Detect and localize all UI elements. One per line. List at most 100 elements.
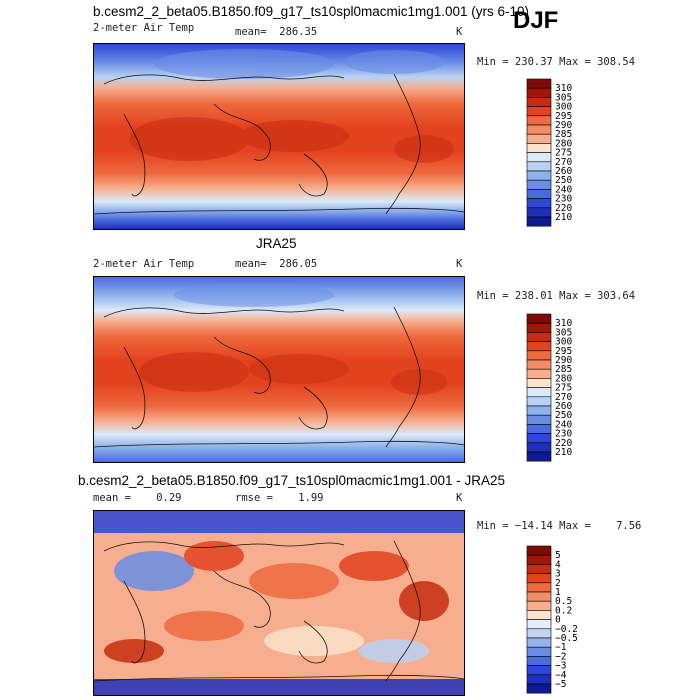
colorbar-tick-label: 275 [555, 148, 572, 159]
panel-2-unit: K [456, 258, 463, 270]
colorbar-tick-label: 260 [555, 401, 572, 412]
panel-2-colorbar-svg: 3103053002952902852802752702602502402302… [526, 313, 572, 462]
colorbar-tick-label: 305 [555, 92, 572, 103]
colorbar-swatch [526, 179, 552, 190]
colorbar-swatch [526, 216, 552, 227]
colorbar-swatch [526, 387, 552, 398]
colorbar-tick-label: 2 [555, 578, 561, 589]
colorbar-tick-label: 240 [555, 419, 572, 430]
panel-2-mean: mean= 286.05 [235, 258, 318, 270]
colorbar-swatch [526, 207, 552, 218]
colorbar-swatch [526, 405, 552, 416]
colorbar-tick-label: 280 [555, 373, 572, 384]
colorbar-tick-label: 4 [555, 559, 561, 570]
panel-2-map [93, 276, 465, 463]
panel-1-title: b.cesm2_2_beta05.B1850.f09_g17_ts10spl0m… [93, 4, 530, 19]
colorbar-swatch [526, 161, 552, 172]
panel-3-mean: mean = 0.29 [93, 492, 182, 504]
colorbar-tick-label: −5 [555, 679, 566, 690]
colorbar-tick-label: 280 [555, 138, 572, 149]
colorbar-swatch [526, 189, 552, 199]
colorbar-tick-label: 300 [555, 102, 572, 113]
colorbar-swatch [526, 78, 552, 89]
colorbar-tick-label: −0.2 [555, 624, 578, 635]
colorbar-swatch [526, 442, 552, 453]
panel-3-rmse: rmse = 1.99 [235, 492, 324, 504]
colorbar-tick-label: 290 [555, 355, 572, 366]
colorbar-swatch [526, 674, 552, 685]
panel-2-variable: 2-meter Air Temp [93, 258, 195, 270]
panel-1-minmax: Min = 230.37 Max = 308.54 [477, 56, 636, 68]
colorbar-tick-label: 0.2 [555, 605, 572, 616]
colorbar-tick-label: 0.5 [555, 596, 572, 607]
colorbar-tick-label: 210 [555, 447, 572, 458]
colorbar-swatch [526, 424, 552, 434]
colorbar-swatch [526, 322, 552, 333]
colorbar-swatch [526, 414, 552, 425]
colorbar-swatch [526, 396, 552, 407]
colorbar-tick-label: 250 [555, 175, 572, 186]
panel-3-title: b.cesm2_2_beta05.B1850.f09_g17_ts10spl0m… [78, 473, 506, 488]
colorbar-swatch [526, 582, 552, 593]
colorbar-swatch [526, 115, 552, 126]
colorbar-tick-label: 210 [555, 212, 572, 223]
colorbar-tick-label: 220 [555, 438, 572, 449]
colorbar-tick-label: 230 [555, 429, 572, 440]
colorbar-swatch [526, 591, 552, 602]
panel-1-colorbar: 310 305 300 295 290 285 280 275 270 260 250 240 230 2… [526, 78, 617, 229]
colorbar-swatch [526, 637, 552, 648]
colorbar-tick-label: 275 [555, 383, 572, 394]
colorbar-tick-label: 285 [555, 129, 572, 140]
colorbar-tick-label: 290 [555, 120, 572, 131]
colorbar-tick-label: −1 [555, 642, 567, 653]
colorbar-tick-label: 305 [555, 327, 572, 338]
panel-1-variable: 2-meter Air Temp [93, 22, 195, 34]
colorbar-swatch [526, 106, 552, 117]
colorbar-swatch [526, 152, 552, 163]
colorbar-tick-label: 3 [555, 569, 561, 580]
colorbar-tick-label: 230 [555, 194, 572, 205]
colorbar-swatch [526, 170, 552, 181]
colorbar-swatch [526, 665, 552, 676]
colorbar-tick-label: 250 [555, 410, 572, 421]
colorbar-swatch [526, 97, 552, 107]
panel-3-map [93, 510, 465, 696]
colorbar-swatch [526, 619, 552, 630]
colorbar-tick-label: 310 [555, 83, 572, 94]
colorbar-swatch [526, 683, 552, 694]
panel-1-mean: mean= 286.35 [235, 26, 318, 38]
panel-3-minmax: Min = −14.14 Max = 7.56 [477, 520, 642, 532]
colorbar-swatch [526, 600, 552, 611]
colorbar-swatch [526, 564, 552, 574]
panel-2-minmax: Min = 238.01 Max = 303.64 [477, 290, 636, 302]
panel-1-colorbar-svg: 3103053002952902852802752702602502402302… [526, 78, 572, 227]
colorbar-swatch [526, 554, 552, 565]
panel-3-map-svg [94, 511, 464, 695]
colorbar-swatch [526, 313, 552, 324]
season-label: DJF [513, 7, 559, 34]
colorbar-tick-label: −0.5 [555, 633, 578, 644]
colorbar-swatch [526, 656, 552, 666]
colorbar-tick-label: 300 [555, 337, 572, 348]
colorbar-swatch [526, 378, 552, 388]
colorbar-swatch [526, 332, 552, 342]
colorbar-swatch [526, 628, 552, 639]
panel-1-map-svg [94, 44, 464, 229]
colorbar-tick-label: 295 [555, 111, 572, 122]
colorbar-swatch [526, 350, 552, 361]
colorbar-tick-label: −4 [555, 670, 567, 681]
panel-2-map-svg [94, 277, 464, 462]
panel-2-colorbar: 310 305 300 295 290 285 280 275 270 260 250 240 230 2… [526, 313, 617, 464]
colorbar-swatch [526, 433, 552, 444]
colorbar-swatch [526, 359, 552, 370]
colorbar-tick-label: 285 [555, 364, 572, 375]
panel-1-map [93, 43, 465, 230]
colorbar-swatch [526, 451, 552, 462]
colorbar-tick-label: 260 [555, 166, 572, 177]
colorbar-tick-label: 240 [555, 184, 572, 195]
colorbar-swatch [526, 133, 552, 144]
colorbar-swatch [526, 198, 552, 209]
colorbar-swatch [526, 87, 552, 98]
colorbar-tick-label: 310 [555, 318, 572, 329]
